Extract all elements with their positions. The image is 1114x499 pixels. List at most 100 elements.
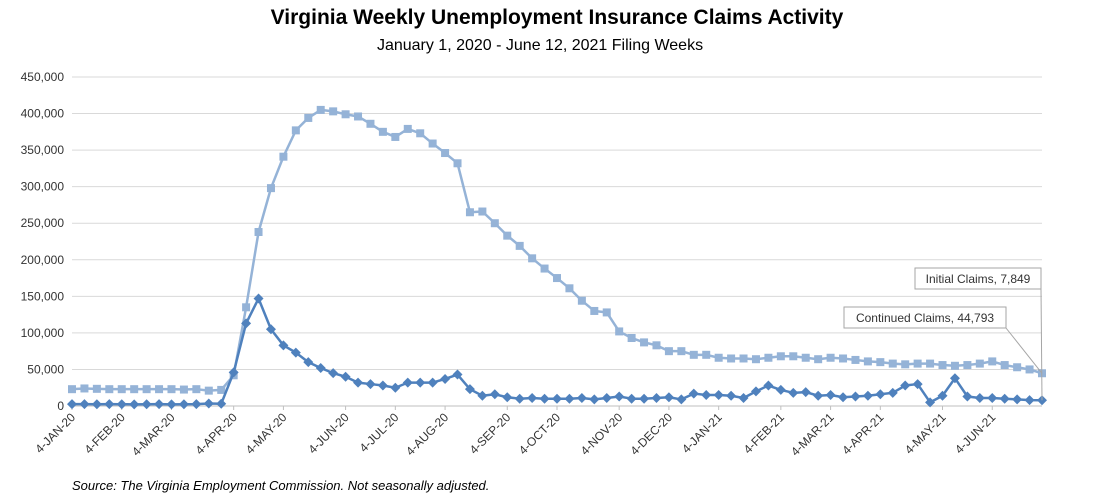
callouts: Initial Clai​ms, 7,849 Continued Claims, …	[843, 267, 1043, 401]
data-point	[254, 227, 263, 236]
data-point	[937, 390, 948, 401]
data-point	[626, 393, 637, 404]
data-point	[800, 387, 811, 398]
data-point	[528, 254, 537, 263]
data-point	[129, 399, 140, 410]
x-tick-label: 4-JUN-20	[305, 410, 351, 456]
data-point	[179, 385, 188, 394]
data-point	[814, 355, 823, 364]
data-point	[478, 207, 487, 216]
x-tick-label: 4-APR-20	[193, 410, 240, 457]
data-point	[378, 127, 387, 136]
data-point	[789, 352, 798, 361]
data-point	[702, 350, 711, 359]
data-point	[253, 293, 264, 304]
series-continued-claims	[68, 105, 1046, 395]
series-line	[71, 108, 1043, 392]
data-point	[775, 384, 786, 395]
data-point	[589, 394, 600, 405]
x-tick-label: 4-APR-21	[839, 410, 886, 457]
data-point	[764, 353, 773, 362]
data-point	[291, 126, 300, 135]
data-point	[913, 359, 922, 368]
data-point	[217, 385, 226, 394]
x-tick-label: 4-OCT-20	[516, 410, 563, 457]
data-point	[615, 327, 624, 336]
data-point	[464, 384, 475, 395]
data-point	[427, 377, 438, 388]
data-point	[664, 347, 673, 356]
data-point	[92, 384, 101, 393]
y-tick-label: 150,000	[21, 289, 65, 303]
data-point	[91, 399, 102, 410]
data-point	[862, 390, 873, 401]
data-point	[577, 296, 586, 305]
data-point	[701, 390, 712, 401]
callout-leader-line	[1005, 327, 1043, 374]
data-point	[825, 390, 836, 401]
data-point	[228, 367, 239, 378]
data-point	[340, 371, 351, 382]
data-point	[689, 350, 698, 359]
data-point	[178, 399, 189, 410]
callout-label: Continued Claims, 44,793	[856, 311, 994, 325]
y-tick-label: 200,000	[21, 253, 65, 267]
data-point	[241, 318, 252, 329]
data-point	[515, 241, 524, 250]
data-point	[304, 113, 313, 122]
data-point	[763, 380, 774, 391]
chart-source-note: Source: The Virginia Employment Commissi…	[72, 478, 490, 493]
data-point	[390, 382, 401, 393]
x-tick-label: 4-DEC-20	[627, 410, 675, 458]
data-point	[652, 341, 661, 350]
y-tick-label: 0	[57, 399, 64, 413]
x-tick-label: 4-FEB-20	[82, 410, 128, 456]
data-point	[377, 380, 388, 391]
data-point	[154, 399, 165, 410]
callout-continued-claims: Continued Claims, 44,793	[843, 306, 1043, 374]
data-point	[502, 392, 513, 403]
data-point	[527, 392, 538, 403]
data-point	[739, 354, 748, 363]
data-point	[329, 107, 338, 116]
data-point	[813, 390, 824, 401]
series-initial-claims	[67, 293, 1047, 410]
chart-subtitle: January 1, 2020 - June 12, 2021 Filing W…	[376, 37, 704, 54]
data-point	[416, 129, 425, 138]
data-point	[130, 385, 139, 394]
data-point	[826, 353, 835, 362]
data-point	[750, 386, 761, 397]
data-point	[353, 377, 364, 388]
data-point	[514, 393, 525, 404]
data-point	[203, 398, 214, 409]
data-point	[428, 139, 437, 148]
x-tick-label: 4-MAY-21	[902, 410, 949, 457]
data-point	[204, 386, 213, 395]
data-point	[727, 354, 736, 363]
x-tick-label: 4-MAY-20	[243, 410, 290, 457]
data-point	[540, 264, 549, 273]
x-tick-label: 4-JAN-20	[32, 410, 78, 456]
data-point	[489, 389, 500, 400]
data-point	[79, 399, 90, 410]
x-tick-label: 4-FEB-21	[741, 410, 787, 456]
data-point	[639, 393, 650, 404]
x-tick-label: 4-AUG-20	[403, 410, 451, 458]
data-point	[601, 392, 612, 403]
data-point	[167, 385, 176, 394]
data-point	[191, 399, 202, 410]
data-point	[590, 306, 599, 315]
series	[67, 105, 1047, 410]
y-tick-label: 100,000	[21, 326, 65, 340]
data-point	[266, 184, 275, 193]
data-point	[341, 110, 350, 119]
data-point	[788, 387, 799, 398]
y-tick-label: 50,000	[27, 362, 64, 376]
data-point	[278, 340, 289, 351]
data-point	[490, 219, 499, 228]
x-tick-label: 4-MAR-20	[129, 410, 178, 459]
data-point	[651, 392, 662, 403]
data-point	[751, 355, 760, 364]
data-point	[614, 391, 625, 402]
data-point	[576, 392, 587, 403]
